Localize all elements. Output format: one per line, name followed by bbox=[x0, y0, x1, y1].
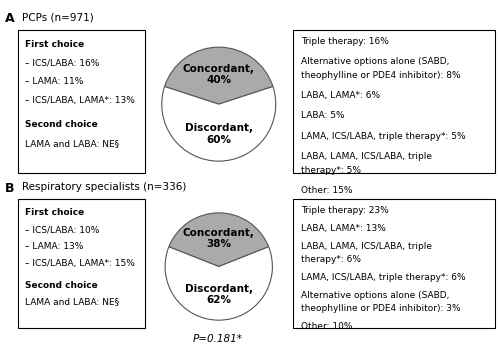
Text: Alternative options alone (SABD,: Alternative options alone (SABD, bbox=[300, 291, 449, 300]
Text: Triple therapy: 16%: Triple therapy: 16% bbox=[300, 37, 388, 46]
Text: therapy*: 6%: therapy*: 6% bbox=[300, 255, 360, 264]
Text: theophylline or PDE4 inhibitor): 3%: theophylline or PDE4 inhibitor): 3% bbox=[300, 304, 460, 313]
Text: LABA, LAMA*: 13%: LABA, LAMA*: 13% bbox=[300, 224, 386, 233]
Text: LABA: 5%: LABA: 5% bbox=[300, 112, 344, 120]
Text: LABA, LAMA, ICS/LABA, triple: LABA, LAMA, ICS/LABA, triple bbox=[300, 151, 432, 161]
Text: Triple therapy: 23%: Triple therapy: 23% bbox=[300, 206, 388, 215]
FancyBboxPatch shape bbox=[292, 199, 495, 328]
Text: Alternative options alone (SABD,: Alternative options alone (SABD, bbox=[300, 57, 449, 66]
Text: Second choice: Second choice bbox=[25, 281, 98, 289]
Text: Other: 15%: Other: 15% bbox=[300, 186, 352, 195]
Text: Other: 10%: Other: 10% bbox=[300, 322, 352, 331]
Text: LABA, LAMA, ICS/LABA, triple: LABA, LAMA, ICS/LABA, triple bbox=[300, 242, 432, 251]
Text: Second choice: Second choice bbox=[25, 120, 98, 129]
Text: – ICS/LABA: 10%: – ICS/LABA: 10% bbox=[25, 225, 100, 234]
Text: LAMA, ICS/LABA, triple therapy*: 5%: LAMA, ICS/LABA, triple therapy*: 5% bbox=[300, 132, 465, 140]
Text: P=0.181*: P=0.181* bbox=[192, 334, 242, 344]
Text: First choice: First choice bbox=[25, 209, 84, 217]
Text: PCPs (n=971): PCPs (n=971) bbox=[22, 12, 94, 22]
Text: therapy*: 5%: therapy*: 5% bbox=[300, 166, 360, 175]
Wedge shape bbox=[165, 247, 272, 320]
Text: Respiratory specialists (n=336): Respiratory specialists (n=336) bbox=[22, 182, 187, 192]
Text: Discordant,
62%: Discordant, 62% bbox=[184, 283, 252, 305]
Text: LAMA and LABA: NE§: LAMA and LABA: NE§ bbox=[25, 139, 120, 148]
FancyBboxPatch shape bbox=[292, 30, 495, 173]
Text: – ICS/LABA, LAMA*: 13%: – ICS/LABA, LAMA*: 13% bbox=[25, 96, 135, 105]
Text: B: B bbox=[5, 182, 15, 195]
Text: – LAMA: 11%: – LAMA: 11% bbox=[25, 77, 84, 86]
Text: First choice: First choice bbox=[25, 40, 84, 49]
Text: LAMA and LABA: NE§: LAMA and LABA: NE§ bbox=[25, 297, 120, 306]
Text: A: A bbox=[5, 12, 15, 25]
Wedge shape bbox=[169, 213, 268, 267]
Text: Concordant,
40%: Concordant, 40% bbox=[183, 64, 254, 85]
Text: – ICS/LABA, LAMA*: 15%: – ICS/LABA, LAMA*: 15% bbox=[25, 259, 135, 268]
Text: Concordant,
38%: Concordant, 38% bbox=[183, 228, 254, 250]
Text: – LAMA: 13%: – LAMA: 13% bbox=[25, 242, 84, 251]
Text: LABA, LAMA*: 6%: LABA, LAMA*: 6% bbox=[300, 91, 380, 101]
Text: – ICS/LABA: 16%: – ICS/LABA: 16% bbox=[25, 59, 100, 67]
FancyBboxPatch shape bbox=[18, 30, 145, 173]
Wedge shape bbox=[162, 86, 276, 161]
Text: LAMA, ICS/LABA, triple therapy*: 6%: LAMA, ICS/LABA, triple therapy*: 6% bbox=[300, 273, 465, 282]
Text: theophylline or PDE4 inhibitor): 8%: theophylline or PDE4 inhibitor): 8% bbox=[300, 71, 460, 80]
Wedge shape bbox=[164, 47, 273, 104]
Text: Discordant,
60%: Discordant, 60% bbox=[185, 123, 253, 145]
FancyBboxPatch shape bbox=[18, 199, 145, 328]
